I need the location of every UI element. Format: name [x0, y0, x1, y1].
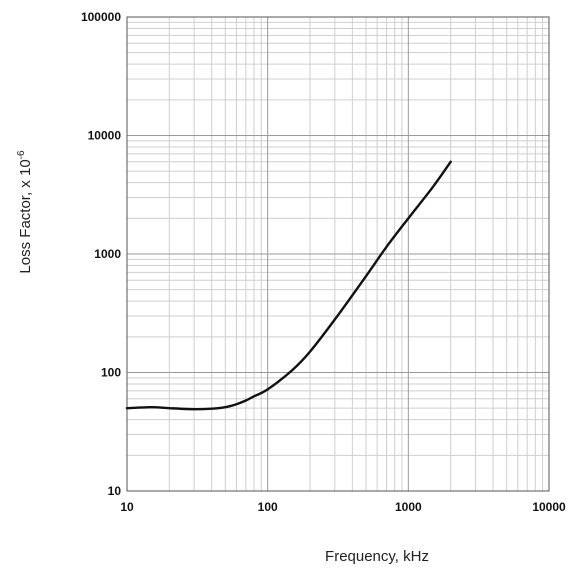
x-tick-labels: 10 100 1000 10000 — [120, 500, 566, 514]
y-tick-label: 10 — [108, 484, 122, 498]
x-axis-title: Frequency, kHz — [325, 548, 429, 565]
x-tick-label: 10 — [120, 500, 134, 514]
x-tick-label: 1000 — [395, 500, 422, 514]
y-axis-title-exponent: -6 — [16, 150, 27, 159]
plot-frame — [126, 16, 550, 492]
y-tick-label: 100 — [101, 366, 121, 380]
x-tick-label: 100 — [258, 500, 278, 514]
series-line-loss-factor — [125, 160, 452, 411]
y-axis-title-base: Loss Factor, x 10 — [17, 159, 34, 273]
y-tick-label: 1000 — [94, 247, 121, 261]
y-axis-title: Loss Factor, x 10-6 — [16, 150, 34, 274]
y-tick-label: 100000 — [81, 10, 121, 24]
y-tick-label: 10000 — [88, 129, 122, 143]
y-tick-labels: 10 100 1000 10000 100000 — [81, 10, 121, 498]
x-tick-label: 10000 — [532, 500, 566, 514]
